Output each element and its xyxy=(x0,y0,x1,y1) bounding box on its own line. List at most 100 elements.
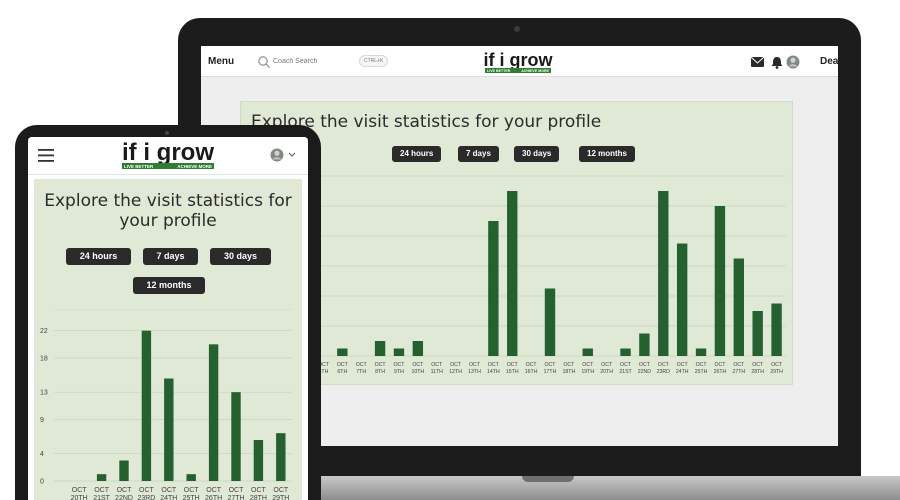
x-tick-label-day: 6TH xyxy=(337,369,347,375)
x-tick-label-day: 21ST xyxy=(619,369,632,375)
filter-12-months-button[interactable]: 12 months xyxy=(579,146,636,162)
x-tick-label-month: OCT xyxy=(620,362,632,368)
ifigrow-logo[interactable]: if i grow LIVE BETTER ACHIEVE MORE xyxy=(114,138,222,172)
filter-30-days-button[interactable]: 30 days xyxy=(210,248,271,265)
x-tick-label-month: OCT xyxy=(545,362,557,368)
laptop-notch xyxy=(522,476,574,482)
filter-7-days-button[interactable]: 7 days xyxy=(143,248,198,265)
x-tick-label-month: OCT xyxy=(206,487,222,494)
panel-title: Explore the visit statistics for your pr… xyxy=(34,191,302,231)
x-tick-label-month: OCT xyxy=(507,362,519,368)
chart-bar[interactable] xyxy=(658,191,669,356)
chart-bar[interactable] xyxy=(639,333,650,357)
x-tick-label-day: 12TH xyxy=(449,369,462,375)
chart-bar[interactable] xyxy=(620,348,631,357)
chart-bar[interactable] xyxy=(488,221,499,356)
x-tick-label-day: 22ND xyxy=(638,369,652,375)
x-tick-label-month: OCT xyxy=(677,362,689,368)
chart-bar[interactable] xyxy=(208,344,219,481)
chart-bar[interactable] xyxy=(393,348,405,357)
x-tick-label-day: 21ST xyxy=(93,495,110,500)
x-tick-label-month: OCT xyxy=(393,362,405,368)
x-tick-label-month: OCT xyxy=(273,487,289,494)
x-tick-label-day: 28TH xyxy=(250,495,267,500)
x-tick-label-month: OCT xyxy=(450,362,462,368)
x-tick-label-day: 22ND xyxy=(115,495,133,500)
x-tick-label-month: OCT xyxy=(526,362,538,368)
x-tick-label-day: 25TH xyxy=(695,369,708,375)
mail-icon[interactable] xyxy=(750,56,765,67)
chart-bar[interactable] xyxy=(695,348,707,357)
logo-text: if i grow xyxy=(484,50,554,70)
top-navbar: Menu CTRL+K if i grow LIVE BETTER ACHIEV… xyxy=(201,46,838,77)
x-tick-label-day: 28TH xyxy=(751,369,764,375)
user-avatar[interactable] xyxy=(786,55,800,69)
chart-bar[interactable] xyxy=(253,440,264,481)
username-label[interactable]: Dea xyxy=(820,56,838,67)
bell-icon[interactable] xyxy=(771,57,783,69)
x-tick-label-month: OCT xyxy=(318,362,330,368)
coach-search-input[interactable] xyxy=(273,55,351,68)
menu-button[interactable]: Menu xyxy=(208,56,235,67)
x-tick-label-month: OCT xyxy=(488,362,500,368)
chart-bar[interactable] xyxy=(714,206,726,356)
x-tick-label-day: 17TH xyxy=(544,369,557,375)
x-tick-label-day: 20TH xyxy=(71,495,88,500)
visit-bar-chart: 049131822OCT20THOCT21STOCT22NDOCT23RDOCT… xyxy=(40,309,292,500)
visit-bar-chart: OCT5THOCT6THOCT7THOCT8THOCT9THOCT10THOCT… xyxy=(314,175,786,375)
x-tick-label-month: OCT xyxy=(337,362,349,368)
x-tick-label-month: OCT xyxy=(752,362,764,368)
chart-bar[interactable] xyxy=(276,433,286,481)
x-tick-label-day: 15TH xyxy=(506,369,519,375)
x-tick-label-month: OCT xyxy=(771,362,783,368)
filter-7-days-button[interactable]: 7 days xyxy=(458,146,499,162)
x-tick-label-month: OCT xyxy=(161,487,177,494)
x-tick-label-month: OCT xyxy=(696,362,708,368)
x-tick-label-day: 7TH xyxy=(356,369,366,375)
chart-bar[interactable] xyxy=(676,243,688,357)
chart-bar[interactable] xyxy=(412,341,424,356)
chart-bar[interactable] xyxy=(96,474,107,481)
x-tick-label-month: OCT xyxy=(639,362,651,368)
chart-bar[interactable] xyxy=(337,348,348,357)
laptop-camera xyxy=(514,26,520,32)
chart-bar[interactable] xyxy=(771,303,782,357)
hamburger-menu-icon[interactable] xyxy=(38,149,54,162)
y-tick-label: 13 xyxy=(40,390,48,397)
chart-bar[interactable] xyxy=(374,341,386,356)
filter-24-hours-button[interactable]: 24 hours xyxy=(392,146,442,162)
chevron-down-icon xyxy=(288,152,296,157)
chart-bar[interactable] xyxy=(231,392,241,481)
chart-bar[interactable] xyxy=(119,460,129,482)
filter-24-hours-button[interactable]: 24 hours xyxy=(66,248,131,265)
x-tick-label-day: 5TH xyxy=(319,369,329,375)
chart-bar[interactable] xyxy=(733,258,744,357)
x-tick-label-day: 25TH xyxy=(183,495,200,500)
chart-bar[interactable] xyxy=(582,348,593,357)
chart-bar[interactable] xyxy=(141,330,152,481)
visit-statistics-panel: Explore the visit statistics for your pr… xyxy=(240,101,793,385)
panel-title: Explore the visit statistics for your pr… xyxy=(251,112,602,132)
chart-bar[interactable] xyxy=(186,474,196,481)
x-tick-label-month: OCT xyxy=(733,362,745,368)
chart-bar[interactable] xyxy=(544,288,556,357)
filter-30-days-button[interactable]: 30 days xyxy=(514,146,560,162)
x-tick-label-month: OCT xyxy=(72,487,88,494)
x-tick-label-day: 26TH xyxy=(714,369,727,375)
search-shortcut-badge: CTRL+K xyxy=(359,55,389,67)
search-icon[interactable] xyxy=(257,55,271,69)
x-tick-label-day: 24TH xyxy=(676,369,689,375)
ifigrow-logo[interactable]: if i grow LIVE BETTER ACHIEVE MORE xyxy=(473,49,563,75)
x-tick-label-day: 8TH xyxy=(375,369,385,375)
logo-tagline-right: ACHIEVE MORE xyxy=(177,164,212,169)
y-tick-label: 4 xyxy=(40,451,44,458)
filter-12-months-button[interactable]: 12 months xyxy=(133,277,205,294)
x-tick-label-month: OCT xyxy=(251,487,267,494)
user-avatar[interactable] xyxy=(269,148,299,162)
x-tick-label-day: 14TH xyxy=(487,369,500,375)
logo-text: if i grow xyxy=(122,139,214,166)
chart-bar[interactable] xyxy=(164,378,174,482)
x-tick-label-month: OCT xyxy=(714,362,726,368)
chart-bar[interactable] xyxy=(507,191,518,356)
chart-bar[interactable] xyxy=(752,311,763,356)
